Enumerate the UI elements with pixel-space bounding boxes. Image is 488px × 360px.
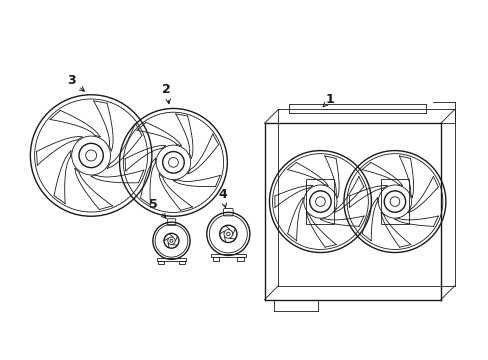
Bar <box>213 257 219 261</box>
Bar <box>156 258 186 261</box>
Bar <box>179 261 184 264</box>
Bar <box>237 257 243 261</box>
Text: 2: 2 <box>162 83 171 96</box>
Text: 1: 1 <box>325 93 334 106</box>
Text: 4: 4 <box>218 188 226 201</box>
Bar <box>211 253 245 257</box>
Bar <box>158 261 163 264</box>
Text: 3: 3 <box>67 73 76 86</box>
Bar <box>380 179 408 225</box>
Bar <box>306 179 334 225</box>
Text: 5: 5 <box>149 198 158 211</box>
